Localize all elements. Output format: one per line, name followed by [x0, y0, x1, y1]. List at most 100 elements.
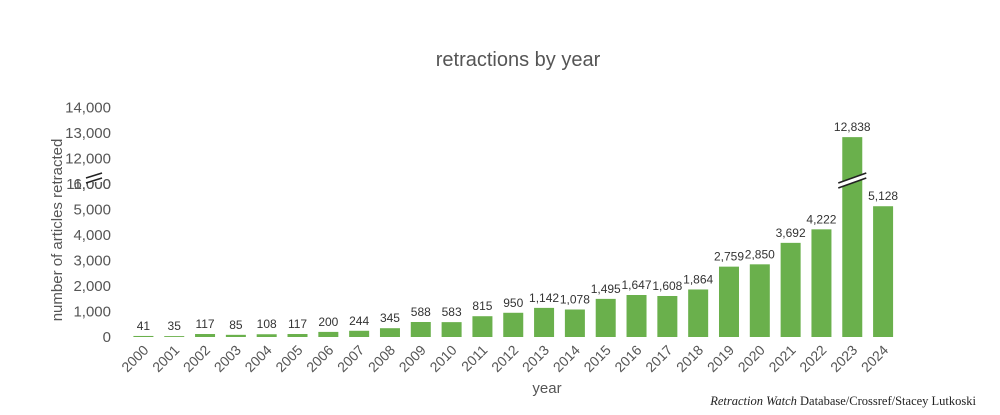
bar-2012: [503, 312, 524, 337]
value-label-2008: 345: [380, 311, 400, 325]
value-label-2015: 1,495: [591, 282, 621, 296]
bar-2016: [626, 295, 647, 337]
y-tick-label: 2,000: [73, 278, 111, 295]
x-tick-label-2010: 2010: [426, 342, 459, 375]
bar-2018: [688, 289, 709, 337]
y-tick-label: 5,000: [73, 202, 111, 219]
bar-2006: [318, 331, 339, 337]
x-axis-label: year: [532, 380, 561, 397]
axis-break-gap: [86, 173, 102, 182]
bar-2020: [749, 264, 770, 337]
x-tick-label-2024: 2024: [858, 342, 891, 375]
value-labels: 41 35 117 85 108 117 200 244 345 588 583 815 950 1,14…: [137, 120, 899, 333]
x-tick-label-2004: 2004: [241, 342, 274, 375]
bar-2002: [195, 334, 216, 337]
y-tick-labels: 01,0002,0003,0004,0005,0006,00011,00012,…: [65, 100, 111, 347]
bars: [133, 137, 894, 337]
x-tick-label-2013: 2013: [519, 342, 552, 375]
x-tick-label-2020: 2020: [735, 342, 768, 375]
credit-source-italic: Retraction Watch: [710, 394, 797, 408]
bar-2007: [349, 330, 370, 337]
y-tick-label: 13,000: [65, 125, 111, 142]
y-tick-label: 1,000: [73, 304, 111, 321]
x-tick-label-2015: 2015: [580, 342, 613, 375]
x-tick-label-2012: 2012: [488, 342, 521, 375]
value-label-2019: 2,759: [714, 250, 744, 264]
x-tick-label-2017: 2017: [642, 342, 675, 375]
chart-title: retractions by year: [436, 49, 601, 71]
bar-2010: [441, 322, 462, 337]
x-tick-label-2008: 2008: [365, 342, 398, 375]
bar-2024: [873, 206, 894, 337]
bar-break-gap: [838, 173, 867, 188]
x-tick-label-2018: 2018: [673, 342, 706, 375]
bar-2022: [811, 229, 832, 337]
credit-source-rest: Database/Crossref/Stacey Lutkoski: [796, 394, 976, 408]
bar-2005: [287, 334, 308, 337]
value-label-2007: 244: [349, 314, 369, 328]
bar-break-line-top: [838, 172, 867, 184]
y-axis-label: number of articles retracted: [49, 139, 66, 322]
value-label-2010: 583: [442, 305, 462, 319]
value-label-2003: 85: [229, 318, 243, 332]
bar-2014: [564, 309, 585, 337]
bar-2021: [780, 242, 801, 337]
value-label-2005: 117: [288, 317, 307, 331]
bar-2019: [718, 266, 739, 337]
x-tick-label-2006: 2006: [303, 342, 336, 375]
value-label-2009: 588: [411, 305, 431, 319]
bar-2015: [595, 298, 616, 337]
x-tick-label-2003: 2003: [211, 342, 244, 375]
bar-2017: [657, 295, 678, 337]
y-tick-label: 12,000: [65, 151, 111, 168]
axis-break-marks: [85, 172, 867, 189]
value-label-2021: 3,692: [776, 226, 806, 240]
value-label-2012: 950: [503, 296, 523, 310]
value-label-2006: 200: [318, 315, 338, 329]
x-tick-labels: 2000200120022003200420052006200720082009…: [118, 342, 891, 375]
value-label-2000: 41: [137, 319, 151, 333]
bar-2008: [379, 328, 400, 337]
bar-2009: [410, 322, 431, 337]
y-tick-label: 0: [103, 329, 111, 346]
bar-2013: [534, 307, 555, 337]
x-tick-label-2002: 2002: [180, 342, 213, 375]
bar-break-line-bottom: [838, 177, 867, 189]
x-tick-label-2022: 2022: [796, 342, 829, 375]
value-label-2013: 1,142: [529, 291, 559, 305]
value-label-2002: 117: [195, 317, 214, 331]
x-tick-label-2016: 2016: [611, 342, 644, 375]
x-tick-label-2014: 2014: [550, 342, 583, 375]
y-tick-label: 4,000: [73, 227, 111, 244]
value-label-2016: 1,647: [622, 278, 652, 292]
value-label-2001: 35: [168, 319, 182, 333]
x-tick-label-2021: 2021: [765, 342, 798, 375]
bar-2011: [472, 316, 493, 337]
x-tick-label-2009: 2009: [396, 342, 429, 375]
value-label-2024: 5,128: [868, 189, 898, 203]
x-tick-label-2007: 2007: [334, 342, 367, 375]
axis-break-slash: [85, 177, 103, 184]
bar-2004: [256, 334, 277, 337]
bar-2023: [842, 137, 863, 337]
value-label-2018: 1,864: [683, 272, 713, 286]
bar-2003: [225, 334, 246, 337]
value-label-2022: 4,222: [806, 212, 836, 226]
x-tick-label-2000: 2000: [118, 342, 151, 375]
value-label-2023: 12,838: [834, 120, 871, 134]
y-tick-label: 14,000: [65, 100, 111, 117]
bar-2001: [164, 336, 185, 337]
value-label-2014: 1,078: [560, 293, 590, 307]
value-label-2011: 815: [472, 299, 492, 313]
y-tick-label: 3,000: [73, 253, 111, 270]
bar-2000: [133, 335, 154, 337]
axis-break-slash: [85, 172, 103, 179]
x-tick-label-2023: 2023: [827, 342, 860, 375]
source-credit: Retraction Watch Database/Crossref/Stace…: [710, 394, 976, 409]
value-label-2017: 1,608: [652, 279, 682, 293]
value-label-2004: 108: [257, 317, 277, 331]
x-tick-label-2005: 2005: [272, 342, 305, 375]
x-tick-label-2019: 2019: [704, 342, 737, 375]
x-tick-label-2001: 2001: [149, 342, 182, 375]
